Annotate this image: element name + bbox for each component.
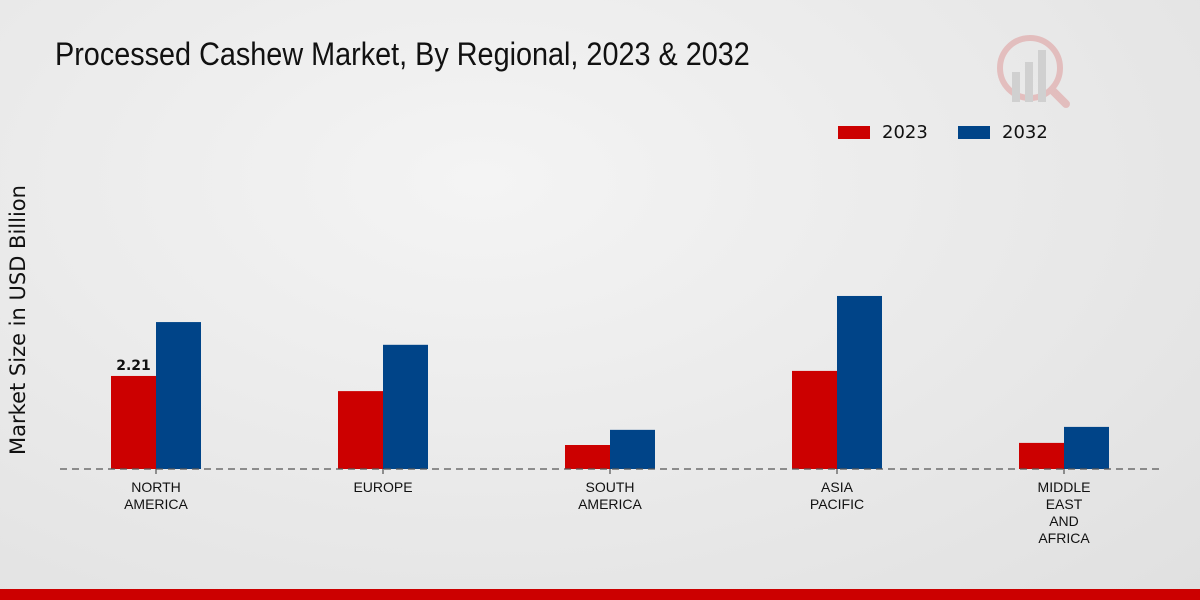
x-tick-label: PACIFIC (810, 496, 864, 512)
bar-2023-2 (565, 445, 610, 469)
x-tick-label: EAST (1046, 496, 1083, 512)
legend-label: 2023 (882, 122, 928, 143)
x-tick-label: AND (1049, 513, 1079, 529)
legend-label: 2032 (1002, 122, 1048, 143)
bar-2023-0 (111, 375, 156, 469)
legend-item-2032: 2032 (958, 122, 1048, 143)
x-tick-label: AMERICA (124, 496, 188, 512)
legend-swatch-2023 (838, 126, 870, 139)
bar-2032-4 (1064, 426, 1109, 469)
legend-item-2023: 2023 (838, 122, 928, 143)
x-tick-label: NORTH (131, 479, 181, 495)
x-tick-label: MIDDLE (1038, 479, 1091, 495)
bar-2023-3 (792, 370, 837, 469)
bar-2032-0 (156, 322, 201, 469)
data-label: 2.21 (116, 358, 151, 374)
legend-swatch-2032 (958, 126, 990, 139)
bar-2023-1 (338, 391, 383, 469)
x-tick-label: EUROPE (353, 479, 412, 495)
bar-2032-2 (610, 429, 655, 469)
x-tick-label: AMERICA (578, 496, 642, 512)
x-tick-label: ASIA (821, 479, 854, 495)
bar-2032-1 (383, 344, 428, 469)
chart-title: Processed Cashew Market, By Regional, 20… (55, 36, 750, 72)
bar-2023-4 (1019, 442, 1064, 469)
footer-bar (0, 589, 1200, 600)
bar-2032-3 (837, 295, 882, 469)
x-tick-label: SOUTH (586, 479, 635, 495)
x-tick-label: AFRICA (1038, 530, 1090, 546)
